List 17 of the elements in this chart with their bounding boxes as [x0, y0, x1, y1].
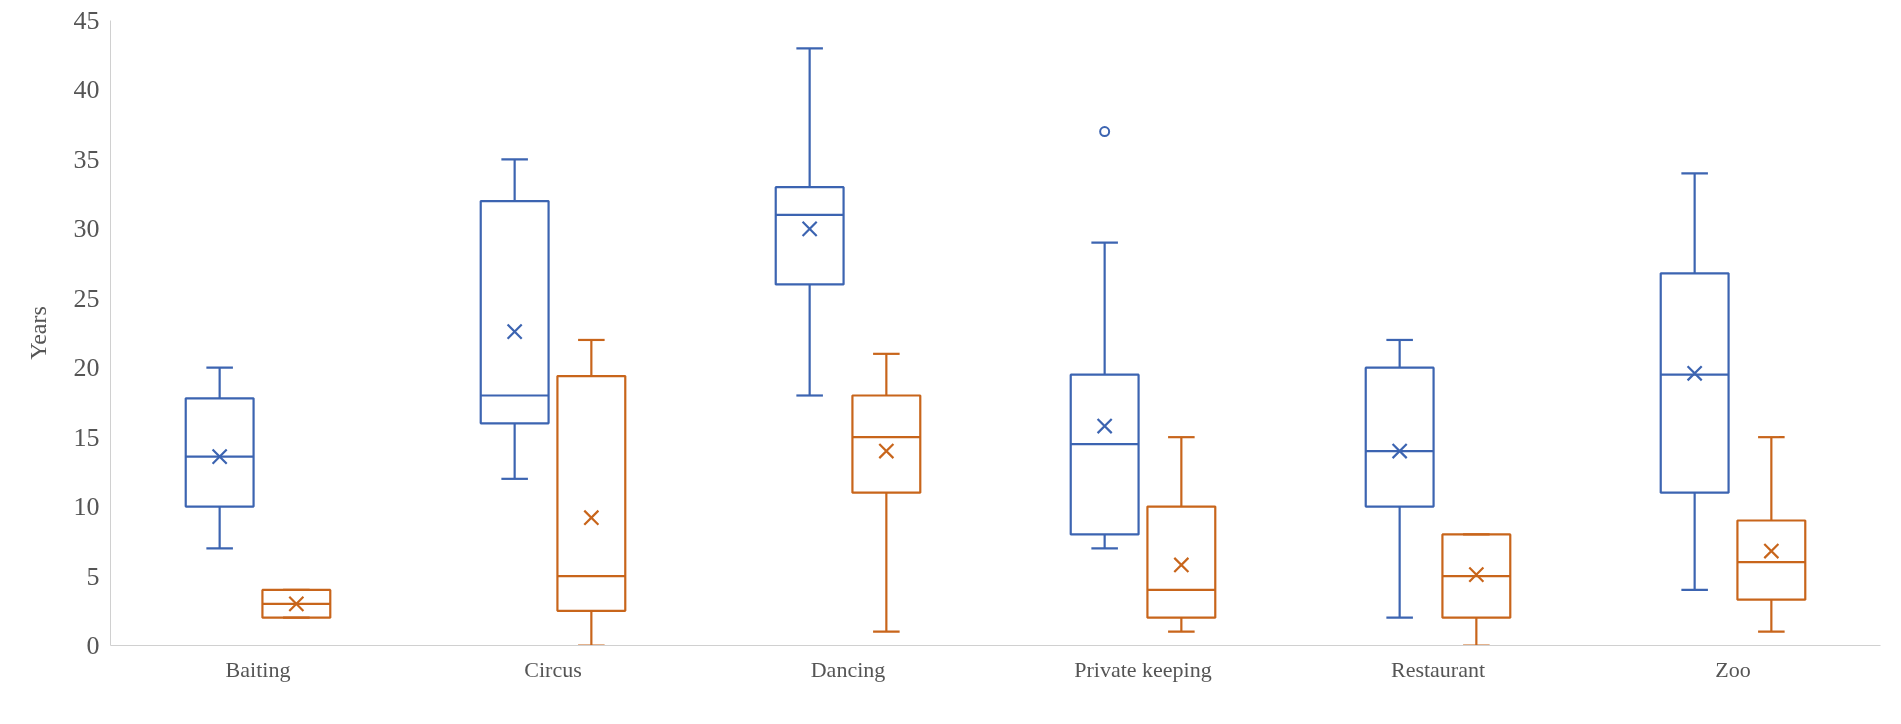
y-tick-label: 40	[73, 75, 100, 105]
y-tick-label: 15	[73, 422, 100, 452]
x-tick-label: Dancing	[810, 656, 886, 682]
x-tick-label: Restaurant	[1390, 656, 1486, 682]
y-tick-label: 10	[73, 492, 100, 522]
y-tick-label: 25	[73, 283, 100, 313]
x-tick-label: Private keeping	[1074, 656, 1212, 682]
x-tick-label: Baiting	[225, 656, 291, 682]
y-tick-label: 45	[73, 6, 100, 35]
x-tick-label: Circus	[524, 656, 582, 682]
y-tick-label: 30	[73, 214, 100, 244]
y-axis-title: Years	[24, 306, 51, 360]
y-tick-label: 0	[86, 631, 100, 660]
y-tick-label: 5	[86, 561, 100, 591]
y-tick-label: 35	[73, 144, 100, 174]
y-tick-label: 20	[73, 353, 100, 383]
x-tick-label: Zoo	[1715, 656, 1751, 682]
